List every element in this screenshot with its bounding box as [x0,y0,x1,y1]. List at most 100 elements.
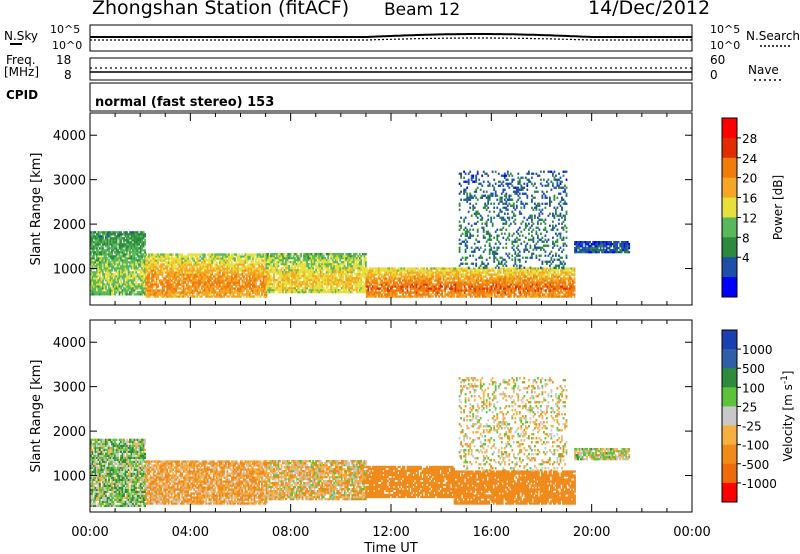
heatmap-cell [120,235,122,238]
heatmap-cell [224,269,227,272]
heatmap-cell [460,273,463,276]
heatmap-cell [96,265,98,268]
heatmap-cell [133,255,136,258]
heatmap-cell [172,261,175,264]
heatmap-cell [169,291,172,294]
heatmap-cell [175,283,178,286]
heatmap-cell [109,269,112,272]
heatmap-cell [121,265,124,268]
heatmap-cell [279,287,281,290]
heatmap-cell [276,253,278,256]
heatmap-cell [247,259,250,262]
heatmap-cell [148,253,150,256]
heatmap-cell [349,283,352,286]
heatmap-cell [340,279,343,282]
heatmap-cell [417,267,419,270]
heatmap-cell [312,281,314,284]
heatmap-cell [306,255,308,258]
heatmap-cell [244,267,247,270]
heatmap-cell [291,279,293,282]
heatmap-cell [445,285,448,288]
heatmap-cell [382,267,385,270]
heatmap-cell [130,251,133,254]
heatmap-cell [489,293,492,296]
heatmap-cell [160,263,162,266]
heatmap-cell [268,281,271,284]
heatmap-cell [328,275,331,278]
heatmap-cell [226,277,229,280]
heatmap-cell [271,285,274,288]
heatmap-cell [424,269,427,272]
heatmap-cell [376,281,379,284]
heatmap-cell [519,281,522,284]
heatmap-cell [91,275,94,278]
heatmap-cell [160,269,162,272]
heatmap-cell [182,277,185,280]
heatmap-cell [108,263,110,266]
heatmap-cell [96,251,98,254]
heatmap-cell [170,289,173,292]
heatmap-cell [93,231,95,234]
heatmap-cell [115,241,118,244]
heatmap-cell [145,283,147,286]
heatmap-cell [123,277,125,280]
heatmap-cell [501,283,504,286]
heatmap-cell [465,269,467,272]
heatmap-cell [155,253,158,256]
heatmap-cell [349,289,352,292]
heatmap-cell [510,287,513,290]
heatmap-cell [304,281,307,284]
heatmap-cell [108,279,110,282]
heatmap-cell [270,275,272,278]
heatmap-cell [221,269,224,272]
heatmap-cell [484,291,487,294]
heatmap-cell [315,283,317,286]
heatmap-cell [105,231,107,234]
heatmap-cell [292,261,295,264]
heatmap-cell [166,253,169,256]
heatmap-cell [343,267,346,270]
heatmap-cell [206,283,209,286]
heatmap-cell [255,267,257,270]
heatmap-cell [442,283,445,286]
heatmap-cell [292,271,295,274]
heatmap-cell [246,291,248,294]
heatmap-cell [466,289,469,292]
heatmap-cell [90,253,92,256]
heatmap-cell [175,279,178,282]
heatmap-cell [453,281,455,284]
heatmap-cell [103,261,106,264]
heatmap-cell [138,255,140,258]
heatmap-cell [454,291,457,294]
heatmap-cell [111,287,113,290]
heatmap-cell [196,281,199,284]
heatmap-cell [282,257,284,260]
heatmap-cell [262,269,265,272]
heatmap-cell [179,273,182,276]
heatmap-cell [202,267,205,270]
heatmap-cell [118,253,121,256]
heatmap-cell [231,275,233,278]
heatmap-cell [214,269,217,272]
heatmap-cell [429,287,431,290]
heatmap-cell [96,249,98,252]
heatmap-cell [351,291,354,294]
heatmap-cell [333,271,336,274]
heatmap-cell [346,253,349,256]
heatmap-cell [202,291,205,294]
heatmap-cell [492,283,495,286]
heatmap-cell [357,277,360,280]
heatmap-cell [132,279,134,282]
heatmap-cell [303,291,305,294]
heatmap-cell [438,287,440,290]
heatmap-cell [405,295,407,298]
heatmap-cell [232,277,235,280]
heatmap-cell [167,265,170,268]
heatmap-cell [475,269,478,272]
heatmap-cell [247,281,250,284]
heatmap-cell [478,275,481,278]
heatmap-cell [232,255,235,258]
heatmap-cell [396,291,398,294]
heatmap-cell [343,261,346,264]
heatmap-cell [111,283,113,286]
